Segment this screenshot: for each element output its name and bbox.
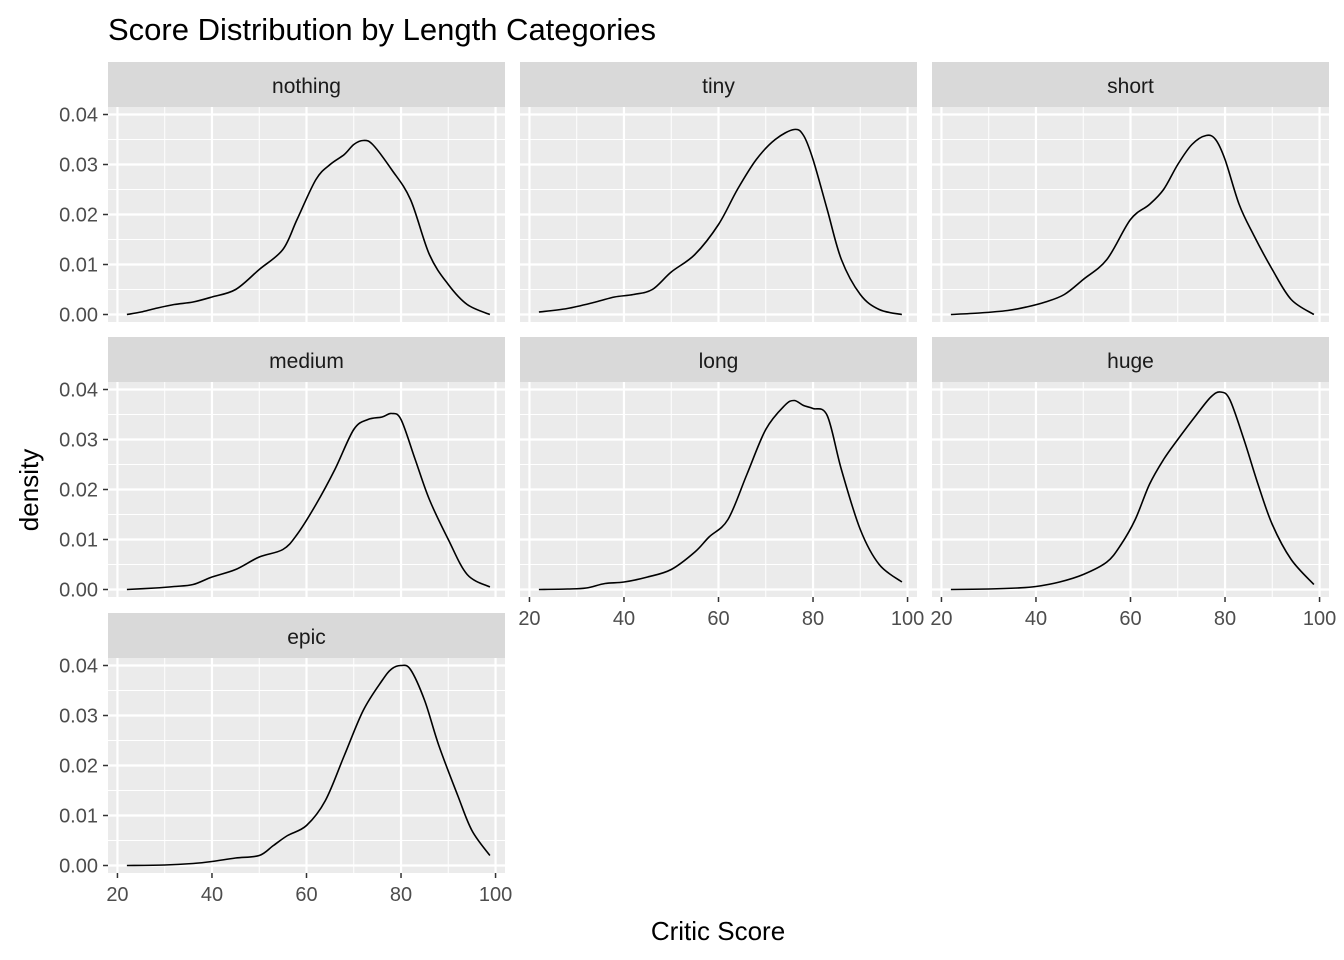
facet-panel: short xyxy=(932,62,1329,322)
facet-strip-label: tiny xyxy=(702,75,735,98)
facet-panel: medium 0.00 0.01 0.02 0.03 0.04 xyxy=(59,337,505,602)
facet-strip xyxy=(932,62,1329,107)
x-tick-label: 40 xyxy=(1025,608,1047,630)
y-tick-label: 0.01 xyxy=(59,255,98,277)
y-tick-label: 0.03 xyxy=(59,706,98,728)
facet-strip-label: long xyxy=(699,350,739,373)
y-tick-label: 0.01 xyxy=(59,806,98,828)
facet-panel: nothing 0.00 0.01 0.02 0.03 0.04 xyxy=(59,62,505,327)
x-tick-label: 80 xyxy=(802,608,824,630)
facet-panel: long 20 40 60 80 100 xyxy=(518,337,924,630)
y-tick-label: 0.04 xyxy=(59,380,98,402)
y-tick-label: 0.02 xyxy=(59,756,98,778)
facet-panel: tiny xyxy=(520,62,917,322)
facet-panel: huge 20 40 60 80 100 xyxy=(930,337,1336,630)
y-tick-label: 0.03 xyxy=(59,155,98,177)
facet-strip-label: huge xyxy=(1107,350,1154,373)
facet-panels: nothing 0.00 0.01 0.02 0.03 0.04 tiny short medi… xyxy=(59,62,1336,906)
y-tick-label: 0.02 xyxy=(59,205,98,227)
x-tick-label: 80 xyxy=(1214,608,1236,630)
facet-strip xyxy=(108,613,505,658)
x-tick-label: 80 xyxy=(390,884,412,906)
facet-strip xyxy=(520,62,917,107)
y-tick-label: 0.01 xyxy=(59,530,98,552)
density-line xyxy=(538,399,903,591)
facet-strip-label: nothing xyxy=(272,75,341,98)
facet-strip xyxy=(520,337,917,382)
y-tick-label: 0.00 xyxy=(59,580,98,602)
x-tick-label: 100 xyxy=(479,884,512,906)
chart-title: Score Distribution by Length Categories xyxy=(108,12,656,47)
facet-strip-label: medium xyxy=(269,350,344,373)
density-line xyxy=(126,412,491,591)
x-axis-title: Critic Score xyxy=(651,916,785,946)
y-tick-label: 0.00 xyxy=(59,856,98,878)
x-tick-label: 40 xyxy=(613,608,635,630)
facet-strip xyxy=(932,337,1329,382)
x-tick-label: 60 xyxy=(1119,608,1141,630)
y-tick-label: 0.03 xyxy=(59,430,98,452)
y-tick-label: 0.00 xyxy=(59,305,98,327)
density-line xyxy=(950,391,1315,591)
x-tick-label: 20 xyxy=(106,884,128,906)
x-tick-label: 100 xyxy=(891,608,924,630)
x-tick-label: 60 xyxy=(295,884,317,906)
x-tick-label: 20 xyxy=(930,608,952,630)
facet-strip-label: epic xyxy=(287,626,326,649)
y-axis-title: density xyxy=(14,449,44,531)
facet-panel: epic 0.00 0.01 0.02 0.03 0.04 20 40 60 80 100 xyxy=(59,613,512,906)
x-tick-label: 100 xyxy=(1303,608,1336,630)
y-tick-label: 0.04 xyxy=(59,105,98,127)
y-tick-label: 0.02 xyxy=(59,480,98,502)
facet-strip xyxy=(108,337,505,382)
density-line xyxy=(950,134,1315,316)
facet-strip-label: short xyxy=(1107,75,1154,98)
x-tick-label: 20 xyxy=(518,608,540,630)
x-tick-label: 40 xyxy=(201,884,223,906)
density-line xyxy=(126,139,491,316)
facet-strip xyxy=(108,62,505,107)
y-tick-label: 0.04 xyxy=(59,656,98,678)
density-line xyxy=(538,128,903,316)
x-tick-label: 60 xyxy=(707,608,729,630)
density-line xyxy=(126,664,491,867)
